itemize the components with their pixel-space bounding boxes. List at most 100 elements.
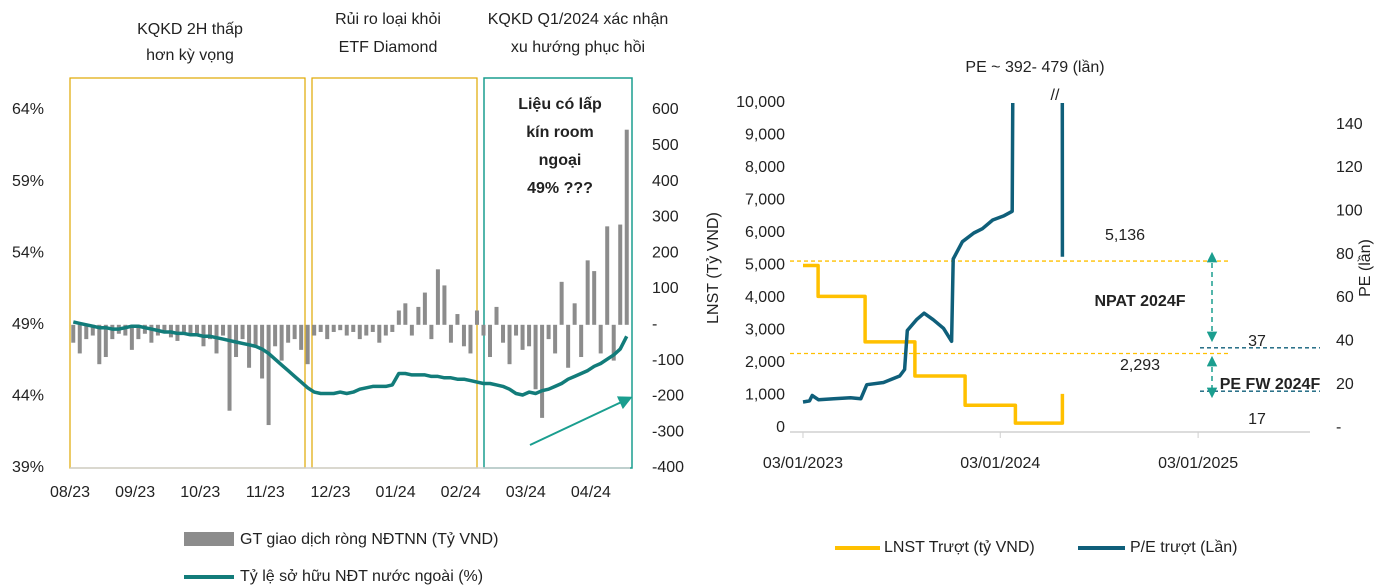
bar xyxy=(123,324,128,336)
y-tick-label: 10,000 xyxy=(736,94,785,111)
bar xyxy=(364,324,369,336)
bar xyxy=(325,324,330,340)
bar xyxy=(77,324,82,354)
bar xyxy=(279,324,284,361)
bar xyxy=(553,324,558,354)
x-tick-label: 08/23 xyxy=(50,484,90,501)
bar xyxy=(429,324,434,340)
y2-tick-label: -200 xyxy=(652,388,684,405)
bar xyxy=(344,324,349,336)
bar xyxy=(240,324,245,340)
reference-label: 5,136 xyxy=(1105,227,1145,244)
bar xyxy=(592,271,597,325)
bar xyxy=(253,324,258,347)
bar xyxy=(572,303,577,325)
bar xyxy=(292,324,297,340)
line xyxy=(803,263,1065,425)
bar xyxy=(559,281,564,325)
bar xyxy=(527,324,532,347)
y2-tick-label: 500 xyxy=(652,137,679,154)
bar xyxy=(455,314,460,325)
x-tick-label: 10/23 xyxy=(180,484,220,501)
bar xyxy=(273,324,278,347)
bar xyxy=(546,324,551,340)
annotation: PE FW 2024F xyxy=(1220,376,1321,393)
reference-label: 17 xyxy=(1248,411,1266,428)
right-chart: 0 1,000 2,000 3,000 4,000 5,000 6,000 7,000 8,00… xyxy=(705,59,1374,556)
bar xyxy=(129,324,134,350)
bar xyxy=(540,324,545,418)
bar xyxy=(494,306,499,325)
bar xyxy=(448,324,453,343)
reference-label: 37 xyxy=(1248,333,1266,350)
y-axis-label: LNST (Tỷ VND) xyxy=(705,212,722,324)
bar xyxy=(514,324,519,336)
bar xyxy=(208,324,212,340)
bar xyxy=(520,324,525,350)
bar xyxy=(624,129,629,325)
bar xyxy=(488,324,492,358)
bar xyxy=(501,324,506,343)
y-tick-label: 49% xyxy=(12,316,44,333)
line xyxy=(802,103,1065,404)
bar xyxy=(481,324,486,336)
y-tick-label: 2,000 xyxy=(745,354,785,371)
legend-label: LNST Trượt (tỷ VND) xyxy=(884,539,1035,556)
bar xyxy=(305,324,310,365)
annotation: ngoại xyxy=(539,152,582,169)
y2-tick-label: 600 xyxy=(652,101,679,118)
bar xyxy=(422,292,427,325)
y2-tick-label: 80 xyxy=(1336,246,1354,263)
y-tick-label: 0 xyxy=(776,419,785,436)
bar xyxy=(618,224,623,325)
bar xyxy=(442,285,447,325)
legend-label: GT giao dịch ròng NĐTNN (Tỷ VND) xyxy=(240,531,498,548)
annotation: PE ~ 392- 479 (lần) xyxy=(965,59,1104,76)
period-box xyxy=(311,77,478,469)
y-tick-label: 64% xyxy=(12,101,44,118)
y-tick-label: 5,000 xyxy=(745,257,785,274)
annotation: kín room xyxy=(526,124,594,141)
bar xyxy=(579,324,584,358)
y-tick-label: 4,000 xyxy=(745,289,785,306)
bar xyxy=(370,324,375,332)
bar xyxy=(84,324,89,340)
bar xyxy=(181,324,186,332)
annotation: NPAT 2024F xyxy=(1095,293,1186,310)
bar xyxy=(403,303,408,325)
x-tick-label: 03/01/2024 xyxy=(960,455,1040,472)
annotation: // xyxy=(1051,87,1060,104)
bar xyxy=(566,324,571,368)
bar xyxy=(390,324,395,332)
annotation: Rủi ro loại khỏi xyxy=(335,11,441,28)
bar xyxy=(188,324,193,334)
bar xyxy=(286,324,291,343)
bar xyxy=(468,324,473,354)
x-tick-label: 09/23 xyxy=(115,484,155,501)
y-tick-label: 3,000 xyxy=(745,322,785,339)
y2-tick-label: -100 xyxy=(652,352,684,369)
bar xyxy=(90,324,95,336)
bar xyxy=(221,324,226,336)
bar xyxy=(149,324,154,343)
bar xyxy=(227,324,232,411)
x-tick-label: 03/01/2025 xyxy=(1158,455,1238,472)
bar xyxy=(409,324,414,336)
bar xyxy=(383,324,388,336)
y-tick-label: 7,000 xyxy=(745,192,785,209)
bar xyxy=(533,324,538,390)
bar xyxy=(357,324,362,340)
annotation: Liệu có lấp xyxy=(518,96,602,113)
bar xyxy=(318,324,323,332)
bar xyxy=(598,324,603,354)
y-tick-label: 1,000 xyxy=(745,387,785,404)
legend-label: P/E trượt (Lần) xyxy=(1130,539,1237,556)
y2-tick-label: 60 xyxy=(1336,289,1354,306)
y2-tick-label: 100 xyxy=(652,280,679,297)
bar xyxy=(194,324,199,336)
reference-label: 2,293 xyxy=(1120,357,1160,374)
bar xyxy=(585,260,590,325)
bar xyxy=(162,324,167,332)
bar xyxy=(474,310,479,325)
annotation: KQKD 2H thấp xyxy=(137,21,243,38)
